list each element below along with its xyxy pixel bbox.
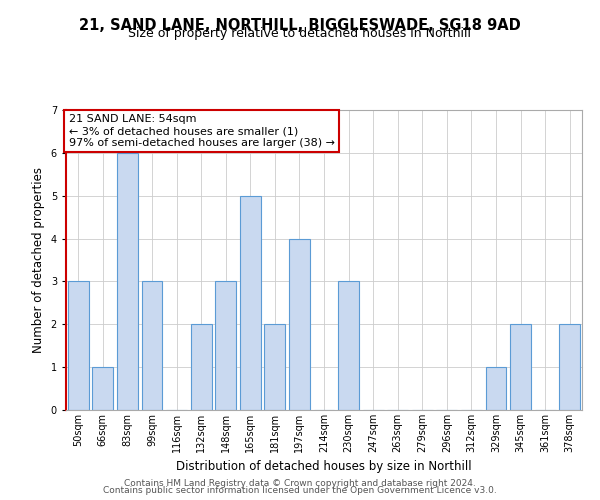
Bar [289, 238, 310, 410]
Text: Contains public sector information licensed under the Open Government Licence v3: Contains public sector information licen… [103, 486, 497, 495]
Bar [240, 196, 261, 410]
Text: Contains HM Land Registry data © Crown copyright and database right 2024.: Contains HM Land Registry data © Crown c… [124, 478, 476, 488]
Bar [68, 282, 89, 410]
Bar [510, 324, 531, 410]
Bar [191, 324, 212, 410]
Bar [142, 282, 163, 410]
Y-axis label: Number of detached properties: Number of detached properties [32, 167, 45, 353]
Text: 21 SAND LANE: 54sqm
← 3% of detached houses are smaller (1)
97% of semi-detached: 21 SAND LANE: 54sqm ← 3% of detached hou… [68, 114, 335, 148]
Bar [485, 367, 506, 410]
Bar [265, 324, 286, 410]
Text: 21, SAND LANE, NORTHILL, BIGGLESWADE, SG18 9AD: 21, SAND LANE, NORTHILL, BIGGLESWADE, SG… [79, 18, 521, 32]
Text: Size of property relative to detached houses in Northill: Size of property relative to detached ho… [128, 28, 472, 40]
Bar [559, 324, 580, 410]
Bar [92, 367, 113, 410]
X-axis label: Distribution of detached houses by size in Northill: Distribution of detached houses by size … [176, 460, 472, 473]
Bar [117, 153, 138, 410]
Bar [338, 282, 359, 410]
Bar [215, 282, 236, 410]
